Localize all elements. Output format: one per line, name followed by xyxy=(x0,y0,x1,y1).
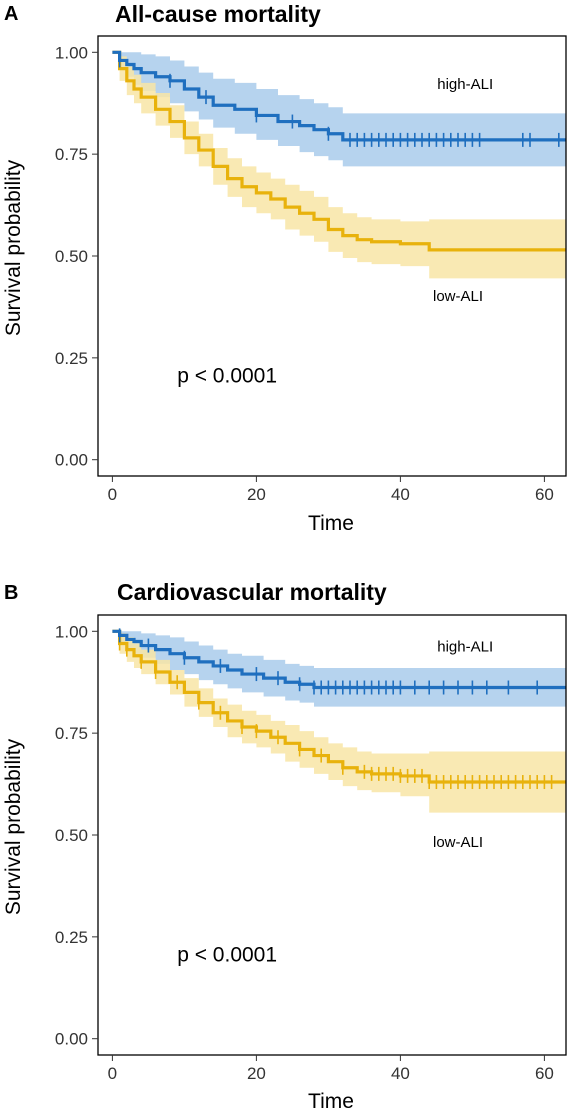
y-tick-label: 0.50 xyxy=(55,826,88,845)
panel-b-x-axis-title: Time xyxy=(308,1090,354,1113)
y-tick-label: 0.00 xyxy=(55,451,88,470)
panel-b-p-value: p < 0.0001 xyxy=(177,943,277,966)
panel-b-chart: B Cardiovascular mortality Survival prob… xyxy=(2,579,567,1113)
panel-a-letter: A xyxy=(4,3,18,25)
confidence-band-high-ali xyxy=(112,52,567,167)
panel-a-plot-area: 0 20 40 60 0.00 0.25 0.50 0.75 1.00 high-ALI low-A… xyxy=(55,35,567,504)
x-tick-label: 60 xyxy=(535,1064,554,1083)
x-tick-label: 0 xyxy=(108,1064,117,1083)
series-label: low-ALI xyxy=(433,834,483,851)
panel-b-title: Cardiovascular mortality xyxy=(117,579,387,605)
y-tick-label: 0.75 xyxy=(55,724,88,743)
y-tick-label: 1.00 xyxy=(55,43,88,62)
panel-a-p-value: p < 0.0001 xyxy=(177,364,277,387)
y-tick-label: 0.75 xyxy=(55,145,88,164)
confidence-band-high-ali xyxy=(112,631,567,707)
x-tick-label: 20 xyxy=(247,1064,266,1083)
x-tick-label: 20 xyxy=(247,485,266,504)
y-tick-label: 0.50 xyxy=(55,247,88,266)
y-tick-label: 0.25 xyxy=(55,349,88,368)
confidence-band-low-ali xyxy=(112,52,567,279)
panel-b-letter: B xyxy=(4,582,18,604)
panel-a-x-axis-title: Time xyxy=(308,512,354,535)
panel-a-y-axis-title: Survival probability xyxy=(2,159,25,336)
x-tick-label: 60 xyxy=(535,485,554,504)
series-label: low-ALI xyxy=(433,288,483,305)
survival-curve-low-ali xyxy=(112,50,566,252)
panel-b-plot-area: 0 20 40 60 0.00 0.25 0.50 0.75 1.00 high-ALI low-A… xyxy=(55,614,567,1083)
series-label: high-ALI xyxy=(437,76,493,93)
x-tick-label: 0 xyxy=(108,485,117,504)
panel-a-chart: A All-cause mortality Survival probabili… xyxy=(2,1,567,535)
x-tick-label: 40 xyxy=(391,485,410,504)
y-tick-label: 1.00 xyxy=(55,622,88,641)
survival-curve-high-ali xyxy=(112,629,566,690)
confidence-band-low-ali xyxy=(112,631,567,813)
x-tick-label: 40 xyxy=(391,1064,410,1083)
y-tick-label: 0.00 xyxy=(55,1030,88,1049)
y-tick-label: 0.25 xyxy=(55,928,88,947)
series-label: high-ALI xyxy=(437,639,493,656)
panel-a-title: All-cause mortality xyxy=(115,1,321,27)
panel-b-y-axis-title: Survival probability xyxy=(2,738,25,915)
